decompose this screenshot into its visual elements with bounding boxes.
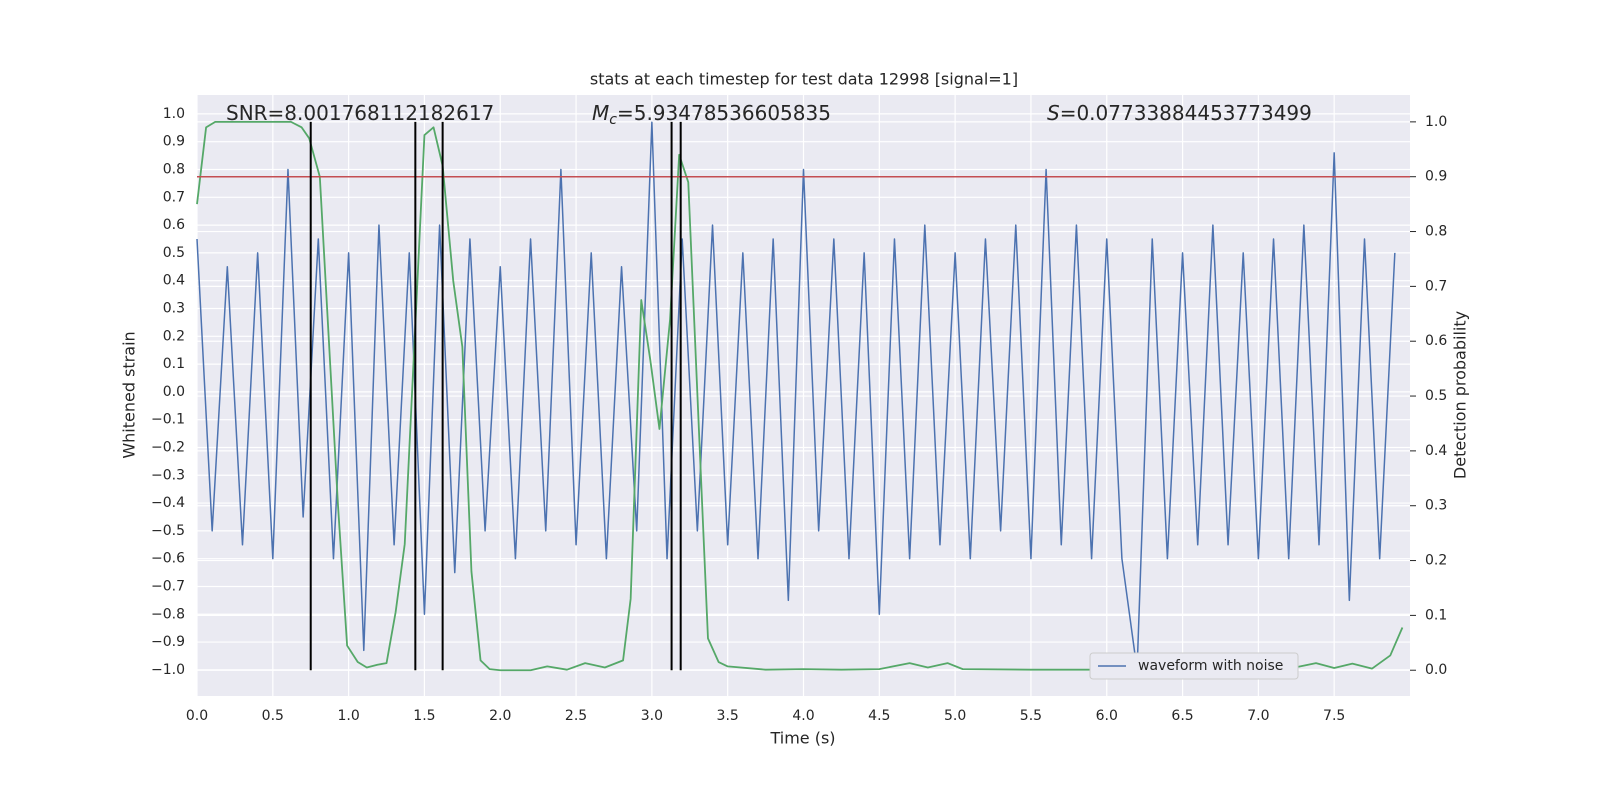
x-tick-label: 0.0 — [186, 708, 208, 724]
y-tick-label: 1.0 — [163, 106, 185, 122]
y2-tick-label: 0.7 — [1425, 278, 1447, 294]
y2-tick-label: 0.1 — [1425, 607, 1447, 623]
annotation: S=0.07733884453773499 — [1047, 101, 1312, 125]
y-tick-label: −0.4 — [151, 495, 185, 511]
y-tick-label: 0.3 — [163, 300, 185, 316]
x-tick-label: 5.0 — [944, 708, 966, 724]
y-tick-label: 0.5 — [163, 245, 185, 261]
y2-tick-label: 0.6 — [1425, 333, 1447, 349]
x-tick-label: 3.5 — [717, 708, 739, 724]
annotation-symbol: M — [592, 101, 609, 125]
y2-tick-label: 0.8 — [1425, 224, 1447, 240]
annotation-symbol: S — [1047, 101, 1060, 125]
y-tick-label: 0.1 — [163, 356, 185, 372]
y-tick-label: −0.5 — [151, 523, 185, 539]
annotation-text: =0.07733884453773499 — [1060, 101, 1312, 125]
x-tick-label: 7.5 — [1323, 708, 1345, 724]
annotation: SNR=8.001768112182617 — [226, 101, 494, 125]
x-tick-label: 7.0 — [1247, 708, 1269, 724]
y2-tick-label: 0.4 — [1425, 443, 1447, 459]
y-tick-label: 0.4 — [163, 273, 185, 289]
y-tick-label: −0.3 — [151, 467, 185, 483]
x-tick-label: 5.5 — [1020, 708, 1042, 724]
x-tick-label: 4.0 — [792, 708, 814, 724]
y-tick-label: −1.0 — [151, 662, 185, 678]
legend-box — [1089, 652, 1299, 680]
y-tick-label: 0.2 — [163, 328, 185, 344]
y2-tick-label: 0.5 — [1425, 388, 1447, 404]
x-tick-label: 3.0 — [641, 708, 663, 724]
y-tick-label: 0.7 — [163, 189, 185, 205]
y-tick-label: −0.9 — [151, 634, 185, 650]
x-tick-label: 0.5 — [262, 708, 284, 724]
y-tick-label: −0.6 — [151, 551, 185, 567]
legend-label: waveform with noise — [1138, 658, 1283, 674]
x-tick-label: 4.5 — [868, 708, 890, 724]
series-line — [196, 120, 1404, 672]
y-tick-label: −0.7 — [151, 578, 185, 594]
x-tick-label: 1.5 — [413, 708, 435, 724]
y2-axis-label: Detection probability — [1451, 311, 1470, 479]
x-tick-label: 6.5 — [1171, 708, 1193, 724]
x-tick-label: 2.0 — [489, 708, 511, 724]
x-tick-label: 6.0 — [1096, 708, 1118, 724]
y-tick-label: −0.2 — [151, 439, 185, 455]
series-line — [196, 121, 1396, 671]
annotation: Mc=5.93478536605835 — [592, 101, 831, 129]
y-axis-label: Whitened strain — [120, 331, 139, 458]
y2-tick-label: 0.3 — [1425, 498, 1447, 514]
y-tick-label: 0.9 — [163, 134, 185, 150]
x-tick-label: 1.0 — [337, 708, 359, 724]
x-tick-label: 2.5 — [565, 708, 587, 724]
annotation-subscript: c — [609, 112, 617, 128]
y2-tick-label: 0.2 — [1425, 553, 1447, 569]
y2-tick-label: 1.0 — [1425, 114, 1447, 130]
y-tick-label: 0.0 — [163, 384, 185, 400]
y-tick-label: 0.8 — [163, 161, 185, 177]
y2-tick-label: 0.0 — [1425, 662, 1447, 678]
annotation-text: =5.93478536605835 — [617, 101, 831, 125]
x-axis-label: Time (s) — [769, 729, 835, 748]
chart-title: stats at each timestep for test data 129… — [590, 70, 1018, 89]
y2-tick-label: 0.9 — [1425, 169, 1447, 185]
y-tick-label: 0.6 — [163, 217, 185, 233]
annotation-text: SNR=8.001768112182617 — [226, 101, 494, 125]
y-tick-label: −0.8 — [151, 606, 185, 622]
y-tick-label: −0.1 — [151, 412, 185, 428]
